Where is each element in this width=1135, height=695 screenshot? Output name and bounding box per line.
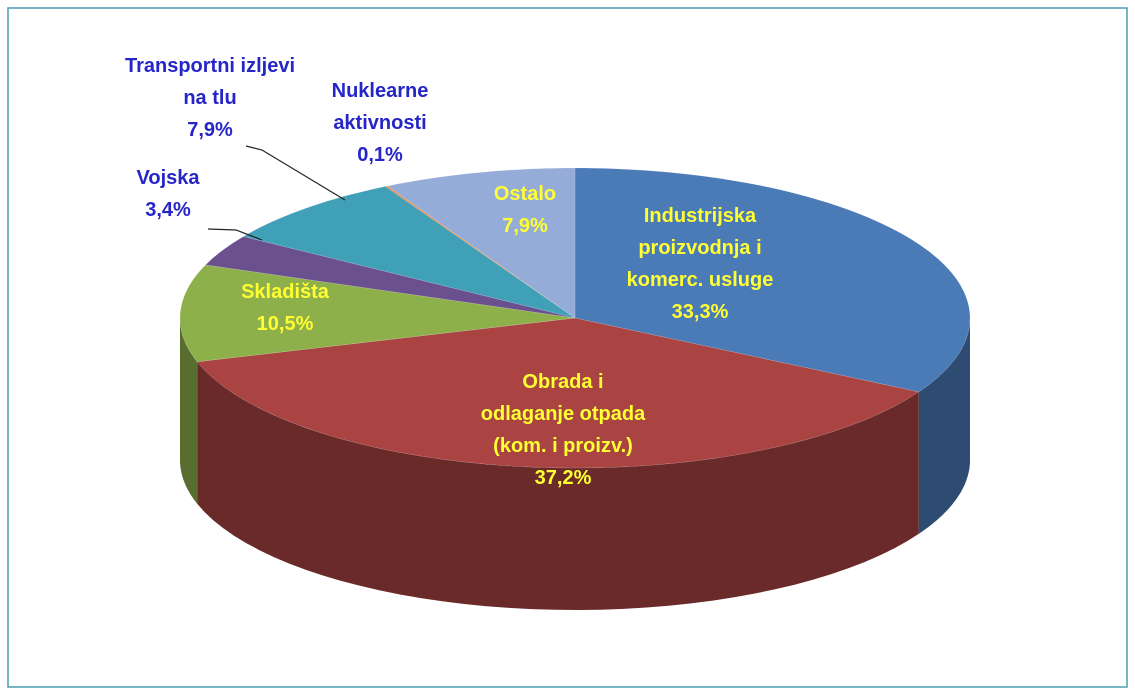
slice-label: Vojska — [137, 167, 201, 189]
slice-label: Nuklearne aktivnosti — [332, 80, 429, 134]
pie-slice-side — [197, 361, 919, 610]
value-label: 7,9% — [502, 215, 548, 237]
pie-slice — [574, 167, 971, 393]
pie-slice — [386, 167, 576, 319]
pie-slice — [196, 317, 920, 469]
value-label: 7,9% — [187, 119, 233, 141]
value-label: 10,5% — [257, 313, 314, 335]
pie-slice-side — [918, 318, 970, 534]
slice-label: Ostalo — [494, 183, 556, 205]
label-line: Industrijska — [644, 205, 757, 227]
label-line: proizvodnja i — [638, 237, 761, 259]
label-line: (kom. i proizv.) — [493, 435, 633, 457]
label-line: Transportni izljevi — [125, 55, 295, 77]
value-label: 33,3% — [672, 301, 729, 323]
label-line: odlaganje otpada — [481, 403, 646, 425]
value-label: 37,2% — [535, 467, 592, 489]
slice-label: Obrada i odlaganje otpada (kom. i proizv.) — [481, 371, 646, 457]
value-label: 3,4% — [145, 199, 191, 221]
label-line: Nuklearne — [332, 80, 429, 102]
slice-label: Skladišta — [241, 281, 330, 303]
leader-line — [245, 145, 346, 201]
label-line: Ostalo — [494, 183, 556, 205]
pie — [179, 167, 971, 610]
pie-slice-side — [180, 318, 198, 504]
label-line: Obrada i — [522, 371, 603, 393]
value-label: 0,1% — [357, 144, 403, 166]
label-line: aktivnosti — [333, 112, 426, 134]
pie-slice — [242, 186, 576, 319]
pie-slice — [205, 236, 576, 319]
slice-label: Industrijska proizvodnja i komerc. usluge — [627, 205, 774, 291]
pie-slice — [179, 264, 576, 363]
label-line: komerc. usluge — [627, 269, 774, 291]
label-line: Vojska — [137, 167, 201, 189]
label-line: Skladišta — [241, 281, 330, 303]
label-line: na tlu — [183, 87, 236, 109]
slice-label: Transportni izljevi na tlu — [125, 55, 295, 109]
leader-line — [207, 228, 263, 241]
labels: Industrijska proizvodnja i komerc. usluge 3… — [125, 55, 773, 489]
